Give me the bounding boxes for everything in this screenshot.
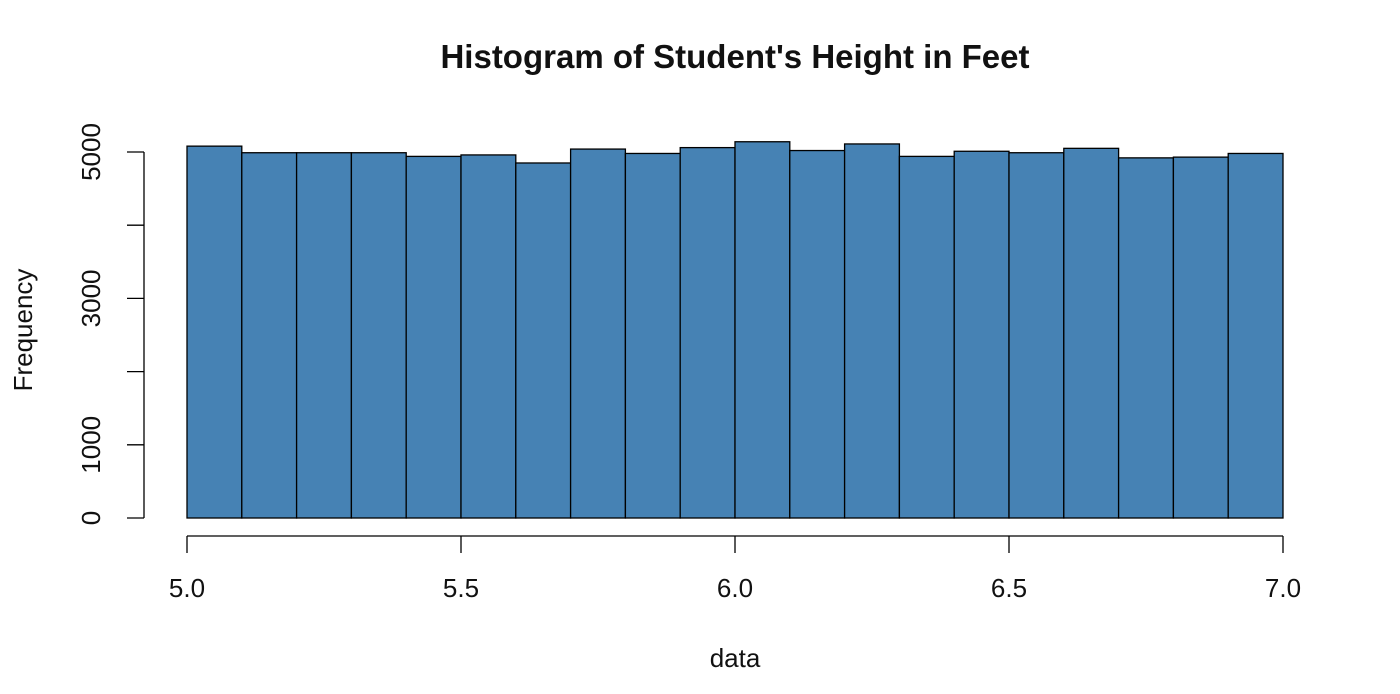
y-axis-label: Frequency — [8, 269, 38, 392]
y-axis: 0 1000 3000 5000 — [76, 123, 145, 525]
histogram-bar — [1172, 156, 1229, 519]
x-axis-label: data — [710, 643, 761, 673]
histogram-bar — [569, 148, 627, 519]
x-tick-label: 6.0 — [717, 573, 753, 603]
x-tick-label: 5.0 — [169, 573, 205, 603]
histogram-bar — [1227, 152, 1284, 519]
histogram-bar — [350, 152, 407, 519]
histogram-bar — [843, 143, 901, 519]
histogram-bar — [953, 150, 1010, 519]
x-axis: 5.0 5.5 6.0 6.5 7.0 — [169, 535, 1301, 603]
x-tick-label: 6.5 — [991, 573, 1027, 603]
histogram-bar — [405, 155, 462, 519]
y-tick-label: 1000 — [76, 416, 106, 474]
bars-group — [186, 141, 1284, 519]
y-tick-label: 3000 — [76, 269, 106, 327]
histogram-bar — [186, 145, 243, 519]
y-tick-label: 0 — [76, 511, 106, 525]
histogram-bar — [241, 152, 298, 519]
histogram-bar — [1117, 157, 1175, 519]
histogram-bar — [515, 162, 572, 519]
histogram-bar — [1008, 152, 1065, 519]
x-tick-label: 5.5 — [443, 573, 479, 603]
histogram-bar — [460, 154, 517, 519]
histogram-bar — [624, 152, 681, 519]
x-tick-label: 7.0 — [1265, 573, 1301, 603]
chart-title: Histogram of Student's Height in Feet — [440, 38, 1029, 75]
histogram-bar — [898, 155, 955, 519]
histogram-bar — [295, 152, 353, 519]
y-tick-label: 5000 — [76, 123, 106, 181]
histogram-bar — [679, 146, 736, 519]
histogram-bar — [1063, 147, 1120, 519]
histogram-bar — [734, 141, 791, 519]
histogram-bar — [789, 149, 846, 519]
